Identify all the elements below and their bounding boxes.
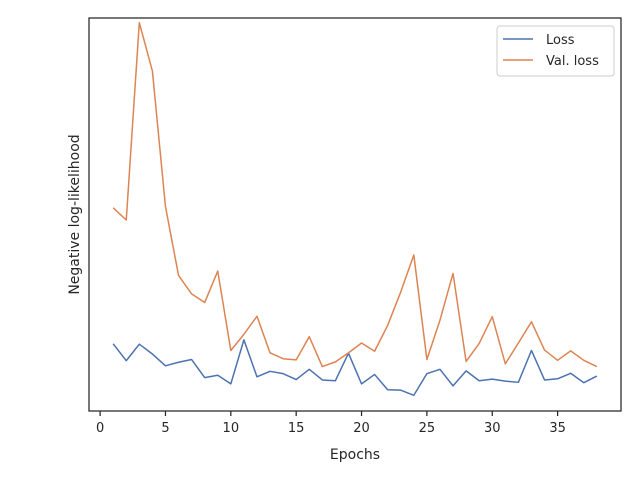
x-tick-label: 0	[96, 421, 104, 436]
x-tick-label: 10	[223, 421, 240, 436]
legend-label-val-loss: Val. loss	[546, 54, 599, 69]
series-layer	[112, 21, 598, 397]
legend-label-loss: Loss	[546, 33, 575, 48]
x-tick-label: 20	[353, 421, 370, 436]
y-axis-label: Negative log-likelihood	[67, 134, 83, 294]
series-line-val-loss	[112, 21, 598, 368]
x-tick-label: 15	[288, 421, 305, 436]
plot-frame	[88, 17, 622, 412]
series-line-loss	[112, 339, 598, 397]
x-tick-label: 30	[484, 421, 501, 436]
plot-area	[89, 18, 621, 411]
legend: Loss Val. loss	[496, 25, 615, 77]
x-tick-label: 25	[419, 421, 436, 436]
x-axis-label: Epochs	[330, 447, 380, 463]
x-tick-label: 35	[549, 421, 566, 436]
x-axis-ticks: 0 5 10 15 20 25 30 35	[96, 411, 566, 436]
x-tick-label: 5	[161, 421, 169, 436]
